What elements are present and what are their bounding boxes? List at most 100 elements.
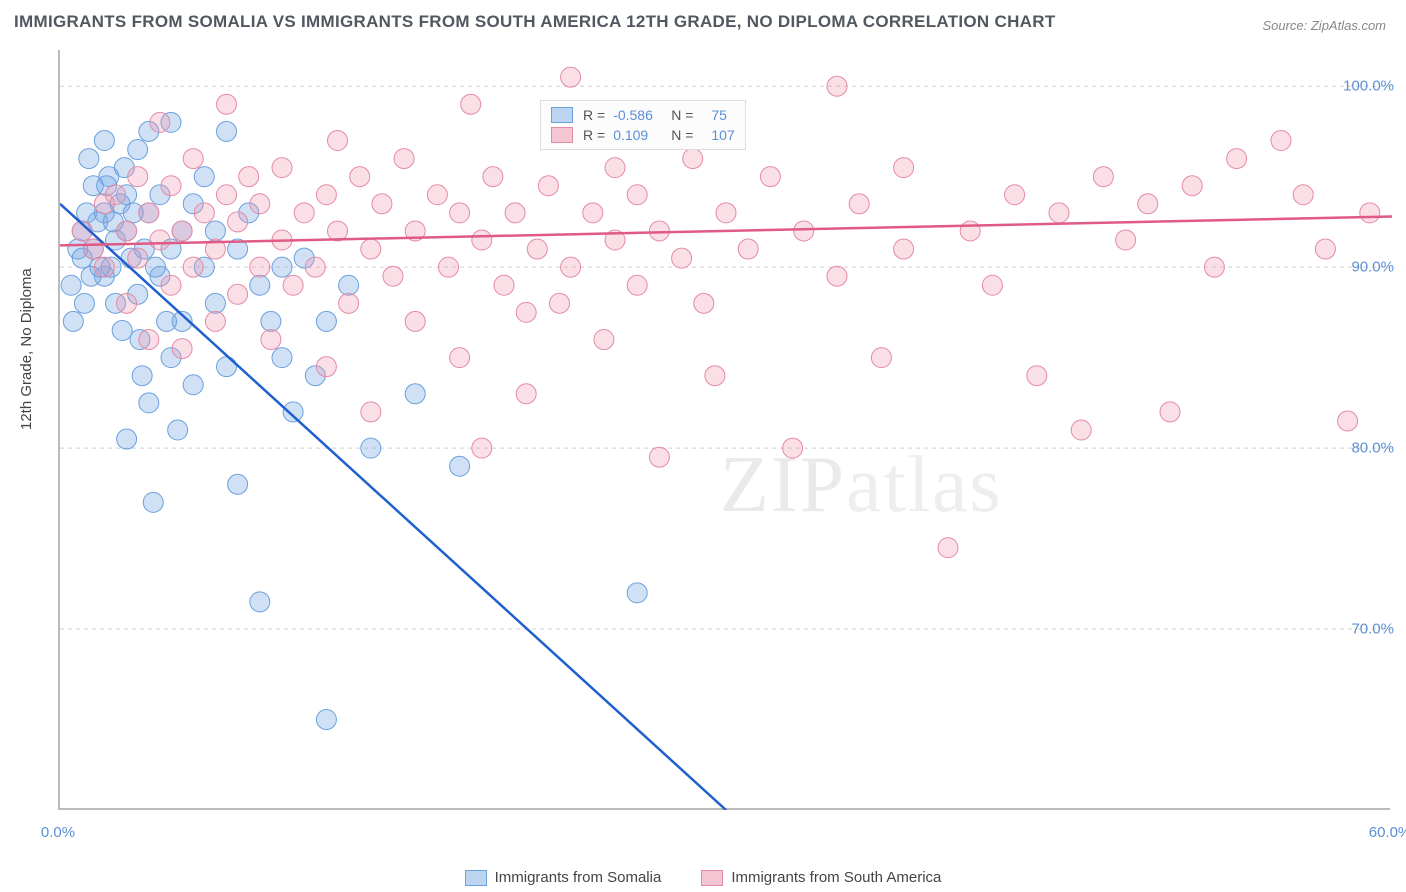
data-point — [139, 330, 159, 350]
data-point — [894, 239, 914, 259]
data-point — [1138, 194, 1158, 214]
plot-area: ZIPatlas R =-0.586N =75R =0.109N =107 — [58, 50, 1390, 810]
data-point — [294, 203, 314, 223]
data-point — [594, 330, 614, 350]
data-point — [361, 402, 381, 422]
data-point — [738, 239, 758, 259]
legend-row: R =-0.586N =75 — [551, 105, 735, 125]
data-point — [361, 438, 381, 458]
data-point — [250, 275, 270, 295]
data-point — [405, 311, 425, 331]
data-point — [261, 330, 281, 350]
data-point — [250, 194, 270, 214]
data-point — [139, 393, 159, 413]
data-point — [683, 149, 703, 169]
data-point — [61, 275, 81, 295]
data-point — [283, 402, 303, 422]
data-point — [405, 384, 425, 404]
legend-row: R =0.109N =107 — [551, 125, 735, 145]
legend-swatch — [465, 870, 487, 886]
data-point — [205, 221, 225, 241]
n-label: N = — [671, 127, 693, 143]
data-point — [1315, 239, 1335, 259]
data-point — [250, 592, 270, 612]
data-point — [527, 239, 547, 259]
data-point — [172, 221, 192, 241]
data-point — [112, 320, 132, 340]
data-point — [938, 538, 958, 558]
data-point — [649, 221, 669, 241]
data-point — [427, 185, 447, 205]
data-point — [649, 447, 669, 467]
data-point — [361, 239, 381, 259]
correlation-legend: R =-0.586N =75R =0.109N =107 — [540, 100, 746, 150]
data-point — [472, 230, 492, 250]
data-point — [827, 76, 847, 96]
data-point — [145, 257, 165, 277]
data-point — [217, 121, 237, 141]
data-point — [106, 185, 126, 205]
data-point — [538, 176, 558, 196]
data-point — [94, 130, 114, 150]
data-point — [79, 149, 99, 169]
n-label: N = — [671, 107, 693, 123]
data-point — [139, 203, 159, 223]
data-point — [194, 203, 214, 223]
x-tick-label: 60.0% — [1369, 824, 1406, 841]
data-point — [849, 194, 869, 214]
data-point — [205, 293, 225, 313]
data-point — [383, 266, 403, 286]
data-point — [128, 140, 148, 160]
data-point — [305, 257, 325, 277]
data-point — [161, 275, 181, 295]
data-point — [183, 375, 203, 395]
data-point — [627, 185, 647, 205]
series-legend-item: Immigrants from South America — [701, 869, 941, 886]
data-point — [283, 275, 303, 295]
data-point — [194, 167, 214, 187]
data-point — [783, 438, 803, 458]
data-point — [350, 167, 370, 187]
data-point — [760, 167, 780, 187]
data-point — [228, 212, 248, 232]
data-point — [583, 203, 603, 223]
data-point — [316, 710, 336, 730]
data-point — [128, 248, 148, 268]
data-point — [450, 456, 470, 476]
data-point — [272, 158, 292, 178]
data-point — [339, 275, 359, 295]
data-point — [516, 302, 536, 322]
data-point — [74, 293, 94, 313]
data-point — [272, 348, 292, 368]
data-point — [168, 420, 188, 440]
data-point — [716, 203, 736, 223]
data-point — [550, 293, 570, 313]
data-point — [183, 149, 203, 169]
data-point — [394, 149, 414, 169]
data-point — [339, 293, 359, 313]
n-value: 75 — [711, 107, 727, 123]
n-value: 107 — [711, 127, 734, 143]
data-point — [328, 130, 348, 150]
data-point — [1227, 149, 1247, 169]
data-point — [1338, 411, 1358, 431]
data-point — [561, 67, 581, 87]
data-point — [450, 203, 470, 223]
data-point — [1093, 167, 1113, 187]
data-point — [117, 221, 137, 241]
data-point — [63, 311, 83, 331]
data-point — [694, 293, 714, 313]
source-attribution: Source: ZipAtlas.com — [1262, 18, 1386, 33]
data-point — [1160, 402, 1180, 422]
data-point — [827, 266, 847, 286]
data-point — [1271, 130, 1291, 150]
data-point — [228, 474, 248, 494]
data-point — [461, 94, 481, 114]
data-point — [960, 221, 980, 241]
data-point — [94, 257, 114, 277]
data-point — [894, 158, 914, 178]
data-point — [217, 185, 237, 205]
y-tick-label: 100.0% — [1343, 78, 1394, 95]
data-point — [205, 311, 225, 331]
data-point — [1049, 203, 1069, 223]
